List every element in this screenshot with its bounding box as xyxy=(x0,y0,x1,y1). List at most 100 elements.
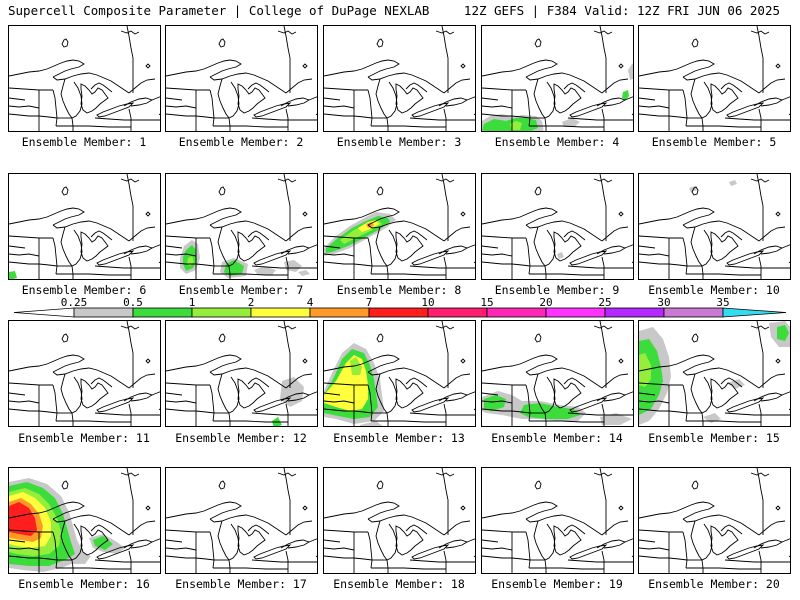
colorbar-segment-5 xyxy=(368,307,429,318)
boundary-7-25 xyxy=(166,245,183,249)
boundary-18-4 xyxy=(405,524,428,535)
scp-contour-4-2 xyxy=(510,121,522,130)
boundary-lines-12 xyxy=(166,321,317,426)
boundary-17-5 xyxy=(253,544,292,560)
boundary-7-9 xyxy=(283,174,291,241)
boundary-2-1 xyxy=(209,72,287,94)
boundary-3-10 xyxy=(435,30,455,35)
boundary-3-8 xyxy=(466,96,475,101)
boundary-17-24 xyxy=(302,505,308,511)
boundary-9-11 xyxy=(482,235,526,239)
boundary-20-5 xyxy=(726,544,765,560)
boundary-1-15 xyxy=(71,117,74,131)
boundary-1-18 xyxy=(128,108,132,131)
boundary-7-10 xyxy=(277,178,297,183)
boundary-9-5 xyxy=(569,250,608,266)
boundary-16-18 xyxy=(128,550,132,573)
map-svg-member-12 xyxy=(166,321,317,426)
boundary-14-6 xyxy=(596,392,627,402)
boundary-16-17 xyxy=(38,557,58,561)
boundary-15-21 xyxy=(788,408,790,411)
boundary-lines-16 xyxy=(9,468,160,573)
boundary-18-25 xyxy=(324,539,341,543)
boundary-2-6 xyxy=(280,97,311,107)
member-label-9: Ensemble Member: 9 xyxy=(494,283,620,297)
boundary-4-0 xyxy=(482,59,558,78)
boundary-11-0 xyxy=(9,354,85,373)
boundary-20-19 xyxy=(724,559,790,563)
boundary-10-14 xyxy=(682,237,688,275)
boundary-17-25 xyxy=(166,539,183,543)
boundary-7-21 xyxy=(315,261,317,264)
boundary-7-18 xyxy=(285,256,289,279)
boundary-9-19 xyxy=(567,265,633,269)
map-svg-member-19 xyxy=(482,468,633,573)
boundary-8-23 xyxy=(376,186,384,196)
boundary-16-24 xyxy=(145,505,151,511)
boundary-2-15 xyxy=(228,117,231,131)
boundary-19-15 xyxy=(544,559,547,573)
boundary-19-3 xyxy=(553,525,582,556)
boundary-14-25 xyxy=(482,392,499,396)
boundary-19-16 xyxy=(482,555,512,559)
boundary-11-3 xyxy=(80,378,109,409)
boundary-16-14 xyxy=(52,531,58,569)
boundary-15-22 xyxy=(686,420,761,423)
member-label-2: Ensemble Member: 2 xyxy=(178,135,304,149)
boundary-9-23 xyxy=(534,186,542,196)
boundary-lines-8 xyxy=(324,174,475,279)
boundary-3-23 xyxy=(376,38,384,48)
boundary-2-24 xyxy=(302,63,308,69)
colorbar-tick-6: 10 xyxy=(421,296,434,309)
boundary-10-16 xyxy=(639,261,669,265)
boundary-12-10 xyxy=(277,325,297,330)
boundary-15-17 xyxy=(668,410,688,414)
boundary-18-19 xyxy=(409,559,475,563)
scp-contour-4-1 xyxy=(482,118,538,131)
boundary-16-1 xyxy=(52,514,130,536)
map-panel-member-4 xyxy=(481,25,634,132)
scp-contour-4-3 xyxy=(622,90,629,100)
boundary-12-21 xyxy=(315,408,317,411)
boundary-10-2 xyxy=(690,226,713,267)
boundary-9-22 xyxy=(529,273,604,276)
boundary-5-17 xyxy=(668,115,688,119)
boundary-19-11 xyxy=(482,529,526,533)
boundary-20-3 xyxy=(710,525,739,556)
boundary-11-22 xyxy=(56,420,131,423)
boundary-13-4 xyxy=(405,377,428,388)
boundary-3-6 xyxy=(438,97,469,107)
boundary-15-24 xyxy=(775,358,781,364)
boundary-17-2 xyxy=(217,520,240,561)
boundary-18-5 xyxy=(411,544,450,560)
map-svg-member-11 xyxy=(9,321,160,426)
boundary-18-17 xyxy=(353,557,373,561)
boundary-17-1 xyxy=(209,514,287,536)
boundary-10-13 xyxy=(639,253,670,257)
member-label-18: Ensemble Member: 18 xyxy=(333,577,465,591)
boundary-13-17 xyxy=(353,410,373,414)
boundary-1-13 xyxy=(9,105,40,109)
boundary-18-13 xyxy=(324,547,355,551)
colorbar-segment-1 xyxy=(132,307,193,318)
boundary-19-9 xyxy=(599,468,607,535)
boundary-8-14 xyxy=(367,237,373,275)
boundary-6-13 xyxy=(9,253,40,257)
scp-contour-13-3 xyxy=(350,357,362,375)
boundary-10-21 xyxy=(788,261,790,264)
boundary-13-22 xyxy=(371,420,446,423)
boundary-6-8 xyxy=(151,244,160,249)
boundary-1-25 xyxy=(9,97,26,101)
boundary-3-15 xyxy=(386,117,389,131)
boundary-17-14 xyxy=(209,531,215,569)
boundary-19-22 xyxy=(529,567,604,570)
boundary-20-14 xyxy=(682,531,688,569)
boundary-9-10 xyxy=(593,178,613,183)
boundary-18-0 xyxy=(324,501,400,520)
boundary-15-1 xyxy=(682,367,760,389)
colorbar-tick-5: 7 xyxy=(366,296,373,309)
colorbar-lower-arrow xyxy=(13,307,75,318)
boundary-19-8 xyxy=(624,538,633,543)
boundary-1-19 xyxy=(94,117,160,121)
member-label-6: Ensemble Member: 6 xyxy=(21,283,147,297)
